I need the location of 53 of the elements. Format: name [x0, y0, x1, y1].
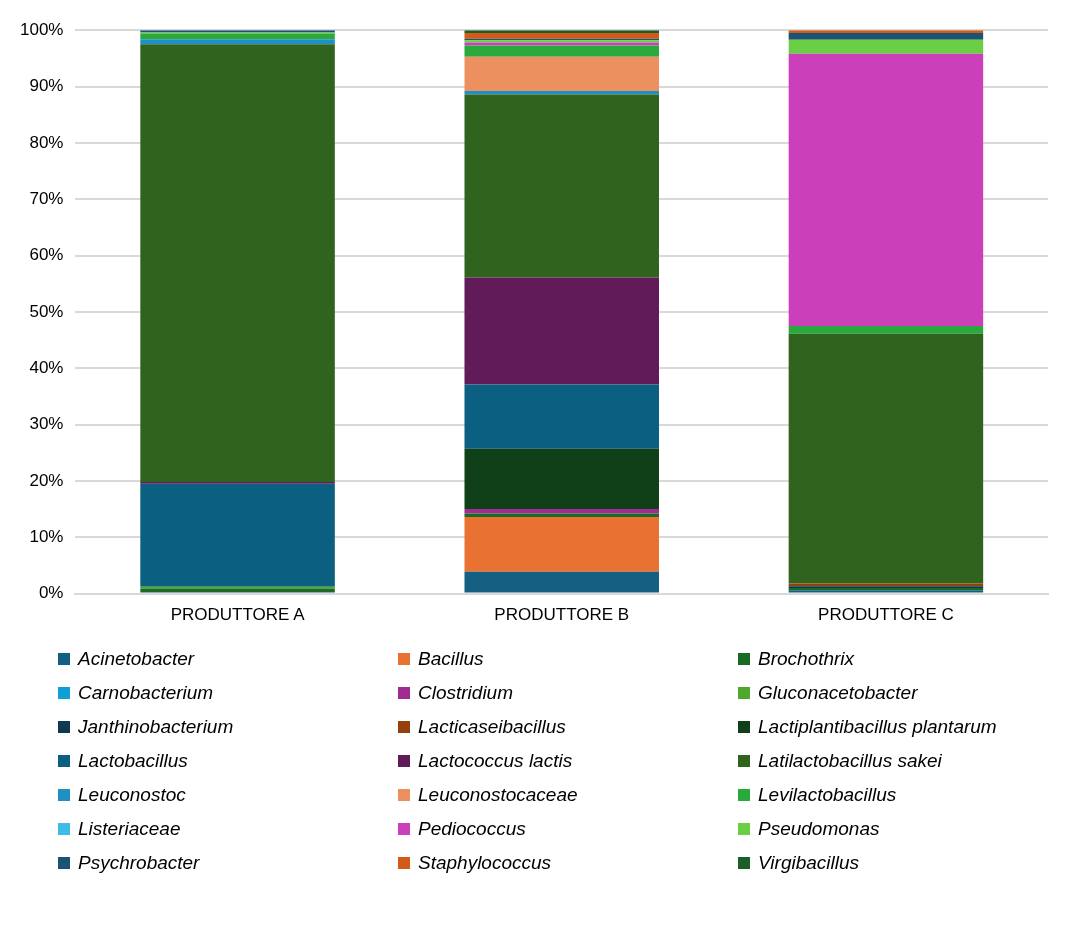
legend-label: Janthinobacterium [78, 716, 234, 738]
bar [140, 44, 335, 483]
legend-label: Lactobacillus [78, 750, 188, 772]
legend-label: Bacillus [418, 648, 484, 670]
y-tick-label: 40% [29, 357, 64, 377]
bar [464, 33, 659, 39]
bar [464, 56, 659, 92]
legend-label: Leuconostocaceae [418, 784, 578, 806]
legend-label: Brochothrix [758, 648, 855, 670]
y-tick-label: 90% [29, 76, 64, 96]
bar [788, 53, 984, 326]
bar [464, 94, 659, 278]
legend-label: Staphylococcus [418, 852, 552, 874]
legend-label: Pseudomonas [758, 818, 880, 840]
legend-label: Latilactobacillus sakei [758, 750, 942, 772]
bar [464, 384, 659, 449]
legend-label: Carnobacterium [78, 682, 214, 704]
bar [464, 277, 659, 385]
bar [140, 483, 335, 587]
legend-label: Virgibacillus [758, 852, 860, 874]
bar [464, 516, 659, 572]
legend-label: Pediococcus [418, 818, 526, 840]
legend-label: Levilactobacillus [758, 784, 897, 806]
legend-label: Lactococcus lactis [418, 750, 573, 772]
y-tick-label: 70% [29, 188, 64, 208]
bar [788, 39, 984, 54]
bar [464, 509, 659, 514]
bar [788, 325, 984, 334]
legend-label: Psychrobacter [78, 852, 200, 874]
y-tick-label: 20% [29, 470, 64, 490]
legend-label: Clostridium [418, 682, 514, 704]
legend-label: Lacticaseibacillus [418, 716, 566, 738]
legend-label: Leuconostoc [78, 784, 186, 806]
y-tick-label: 10% [29, 526, 64, 546]
y-tick-label: 100% [20, 19, 64, 39]
bar [464, 45, 659, 57]
bar [464, 448, 659, 510]
bar [788, 33, 984, 40]
legend-label: Listeriaceae [78, 818, 181, 840]
legend-label: Gluconacetobacter [758, 682, 918, 704]
x-tick-label: PRODUTTORE B [494, 605, 630, 625]
bar [464, 571, 659, 593]
x-tick-label: PRODUTTORE A [170, 605, 306, 625]
legend-label: Acinetobacter [78, 648, 195, 670]
x-tick-label: PRODUTTORE C [818, 605, 954, 625]
bar [140, 39, 335, 45]
y-tick-label: 60% [29, 245, 64, 265]
y-tick-label: 50% [29, 301, 64, 321]
y-tick-label: 0% [38, 583, 64, 603]
bar [788, 333, 984, 584]
y-tick-label: 30% [29, 414, 64, 434]
legend-label: Lactiplantibacillus plantarum [758, 716, 997, 738]
y-tick-label: 80% [29, 132, 64, 152]
